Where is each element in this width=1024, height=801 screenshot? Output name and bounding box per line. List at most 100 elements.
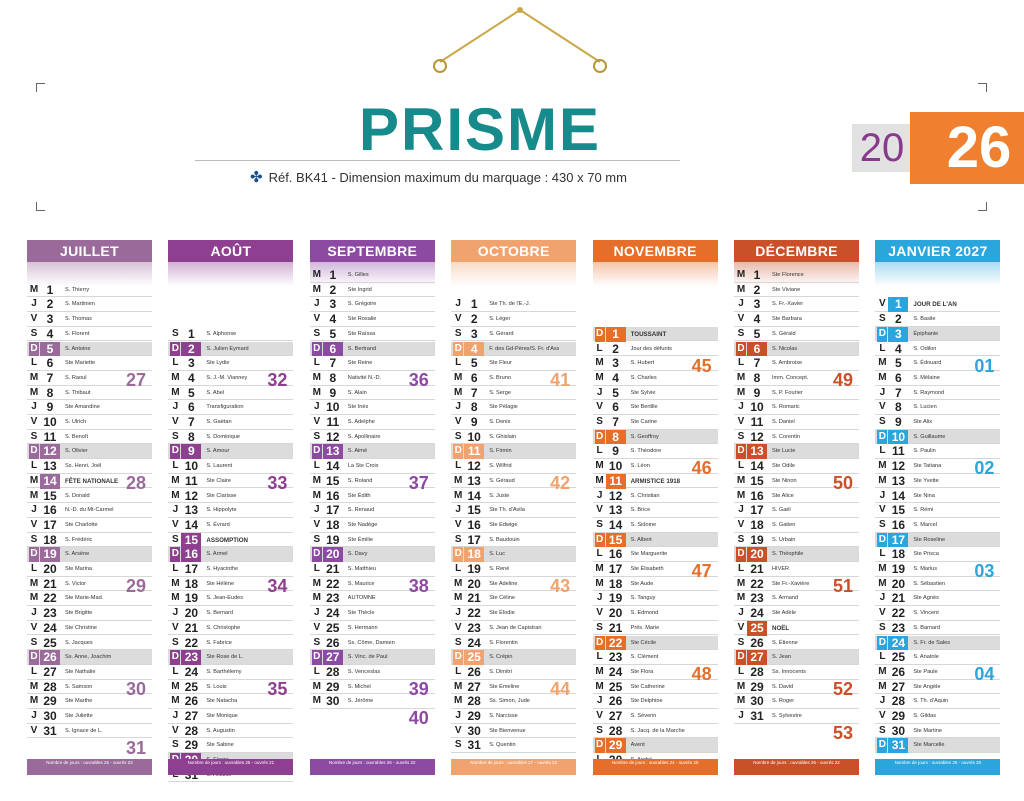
day-number: 21 [467,591,481,606]
day-row: V 11 S. Adelphe [309,415,435,430]
week-number: 53 [832,723,853,743]
day-number: 2 [753,282,761,297]
day-number: 12 [326,429,340,444]
weekday-letter: L [737,563,745,574]
weekday-letter: V [454,416,462,427]
saint-name: Ste Claire [206,477,231,484]
day-row: J 16 N.-D. du Mt-Carmel [27,503,152,518]
day-row: J 31 S. Sylvestre [734,709,859,724]
day-row: V 23 S. Jean de Capistran [451,621,577,636]
weekday-letter: V [737,313,745,325]
weekday-letter: M [312,269,321,280]
day-row: M 27 Ste Émeline [451,680,577,695]
day-row: M 22 Ste Fr.-Xavière [734,577,859,592]
day-row: V 25 S. Hermann [309,621,435,636]
day-number: 25 [464,650,485,665]
saint-name: Ste Lydie [206,360,230,367]
day-row: M 9 S. Alain [309,386,435,401]
saint-name: JOUR DE L'AN [913,301,957,309]
day-row: D 17 Ste Roseline [875,532,1001,548]
weekday-letter: S [313,430,321,442]
week-number: 48 [691,664,712,685]
day-row: M 24 Ste Flora [592,665,718,680]
crop-mark-bl [36,202,45,211]
day-number: 20 [891,576,906,591]
week-number: 37 [408,473,429,494]
saint-name: S. Nicolas [772,345,798,352]
weekday-letter: M [736,269,746,280]
day-row: S 17 S. Baudouin [451,533,577,548]
weekday-letter: J [879,386,886,398]
day-number: 7 [470,385,478,400]
weekday-letter: V [313,313,321,325]
day-number: 5 [40,341,60,357]
saint-name: Ste Brigitte [65,610,93,617]
day-number: 21 [184,620,199,635]
week-number: 38 [408,576,429,596]
day-number: 12 [750,429,764,444]
day-row: L 10 S. Laurent [168,459,294,474]
day-row: D 2 S. Julien Eymard [168,341,294,357]
weekday-letter: V [313,518,321,530]
day-row: S 15 ASSOMPTION [168,532,294,548]
weekday-letter: J [31,607,37,619]
weekday-letter: L [313,357,320,369]
saint-name: S. Gilles [347,272,369,278]
day-number: 9 [895,415,902,429]
saint-name: S. Gatien [772,521,796,528]
saint-name: Ste Viviane [772,286,801,293]
day-row: D 18 S. Luc [451,547,577,562]
week-number: 49 [832,370,853,391]
saint-name: Ste Ninon [772,477,797,484]
day-row: L 20 Ste Marina [27,562,152,577]
weekday-letter: M [29,592,39,604]
saint-name: S. Denis [489,419,511,425]
day-row: M 9 S. P. Fourier [734,386,859,401]
saint-name: S. Tanguy [630,595,656,602]
saint-name: Ss. Henri, Joël [65,463,102,470]
day-row: D 27 S. Vinc. de Paul [309,650,435,665]
weekday-letter: V [30,313,38,325]
day-row: J 20 S. Bernard [168,606,294,621]
weekday-letter: L [30,460,38,472]
day-row: M 28 S. Samson [27,680,152,695]
day-row: J 15 Ste Th. d'Avila [451,503,577,518]
month-septembre: SEPTEMBRE M 1 S. Gilles M 2 Ste Ingrid J 3 S. Gré… [309,240,435,775]
weekday-letter: V [879,298,886,310]
day-number: 13 [467,473,481,488]
weekday-letter: S [172,430,179,442]
saint-name: S. Alain [347,389,367,396]
weekday-letter: V [596,607,603,619]
day-number: 11 [605,473,626,489]
weekday-letter: J [879,695,886,707]
weekday-letter: D [170,444,181,460]
day-row: M 5 S. Édouard [875,356,1001,371]
day-number: 26 [891,664,906,679]
month-footer: Nombre de jours : ouvrables 27 - ouvrés … [451,759,577,775]
weekday-letter: M [454,489,463,501]
day-number: 1 [470,297,478,312]
weekday-letter: L [313,563,320,574]
day-number: 17 [888,532,909,548]
day-number: 6 [46,356,54,371]
weekday-letter: S [313,327,321,339]
day-number: 25 [43,635,57,650]
day-number: 23 [43,606,57,621]
day-number: 31 [750,709,764,723]
weekday-letter: M [454,386,463,398]
day-row: D 29 Avent [592,738,718,754]
saint-name: S. David [772,683,794,690]
weekday-letter: M [312,577,321,589]
day-row: M 13 Ste Yvette [875,474,1001,489]
day-row: J 2 S. Martinien [27,297,152,313]
day-number: 30 [467,723,481,738]
day-row: M 1 S. Thierry [27,283,152,298]
saint-name: S. Roland [347,477,373,484]
weekday-letter: M [29,489,39,501]
month-title: SEPTEMBRE [309,240,435,262]
weekday-letter: V [737,518,745,530]
weekday-letter: M [29,474,39,486]
clover-icon: ✤ [250,169,263,186]
weekday-letter: L [455,665,462,677]
weekday-letter: S [172,739,179,751]
